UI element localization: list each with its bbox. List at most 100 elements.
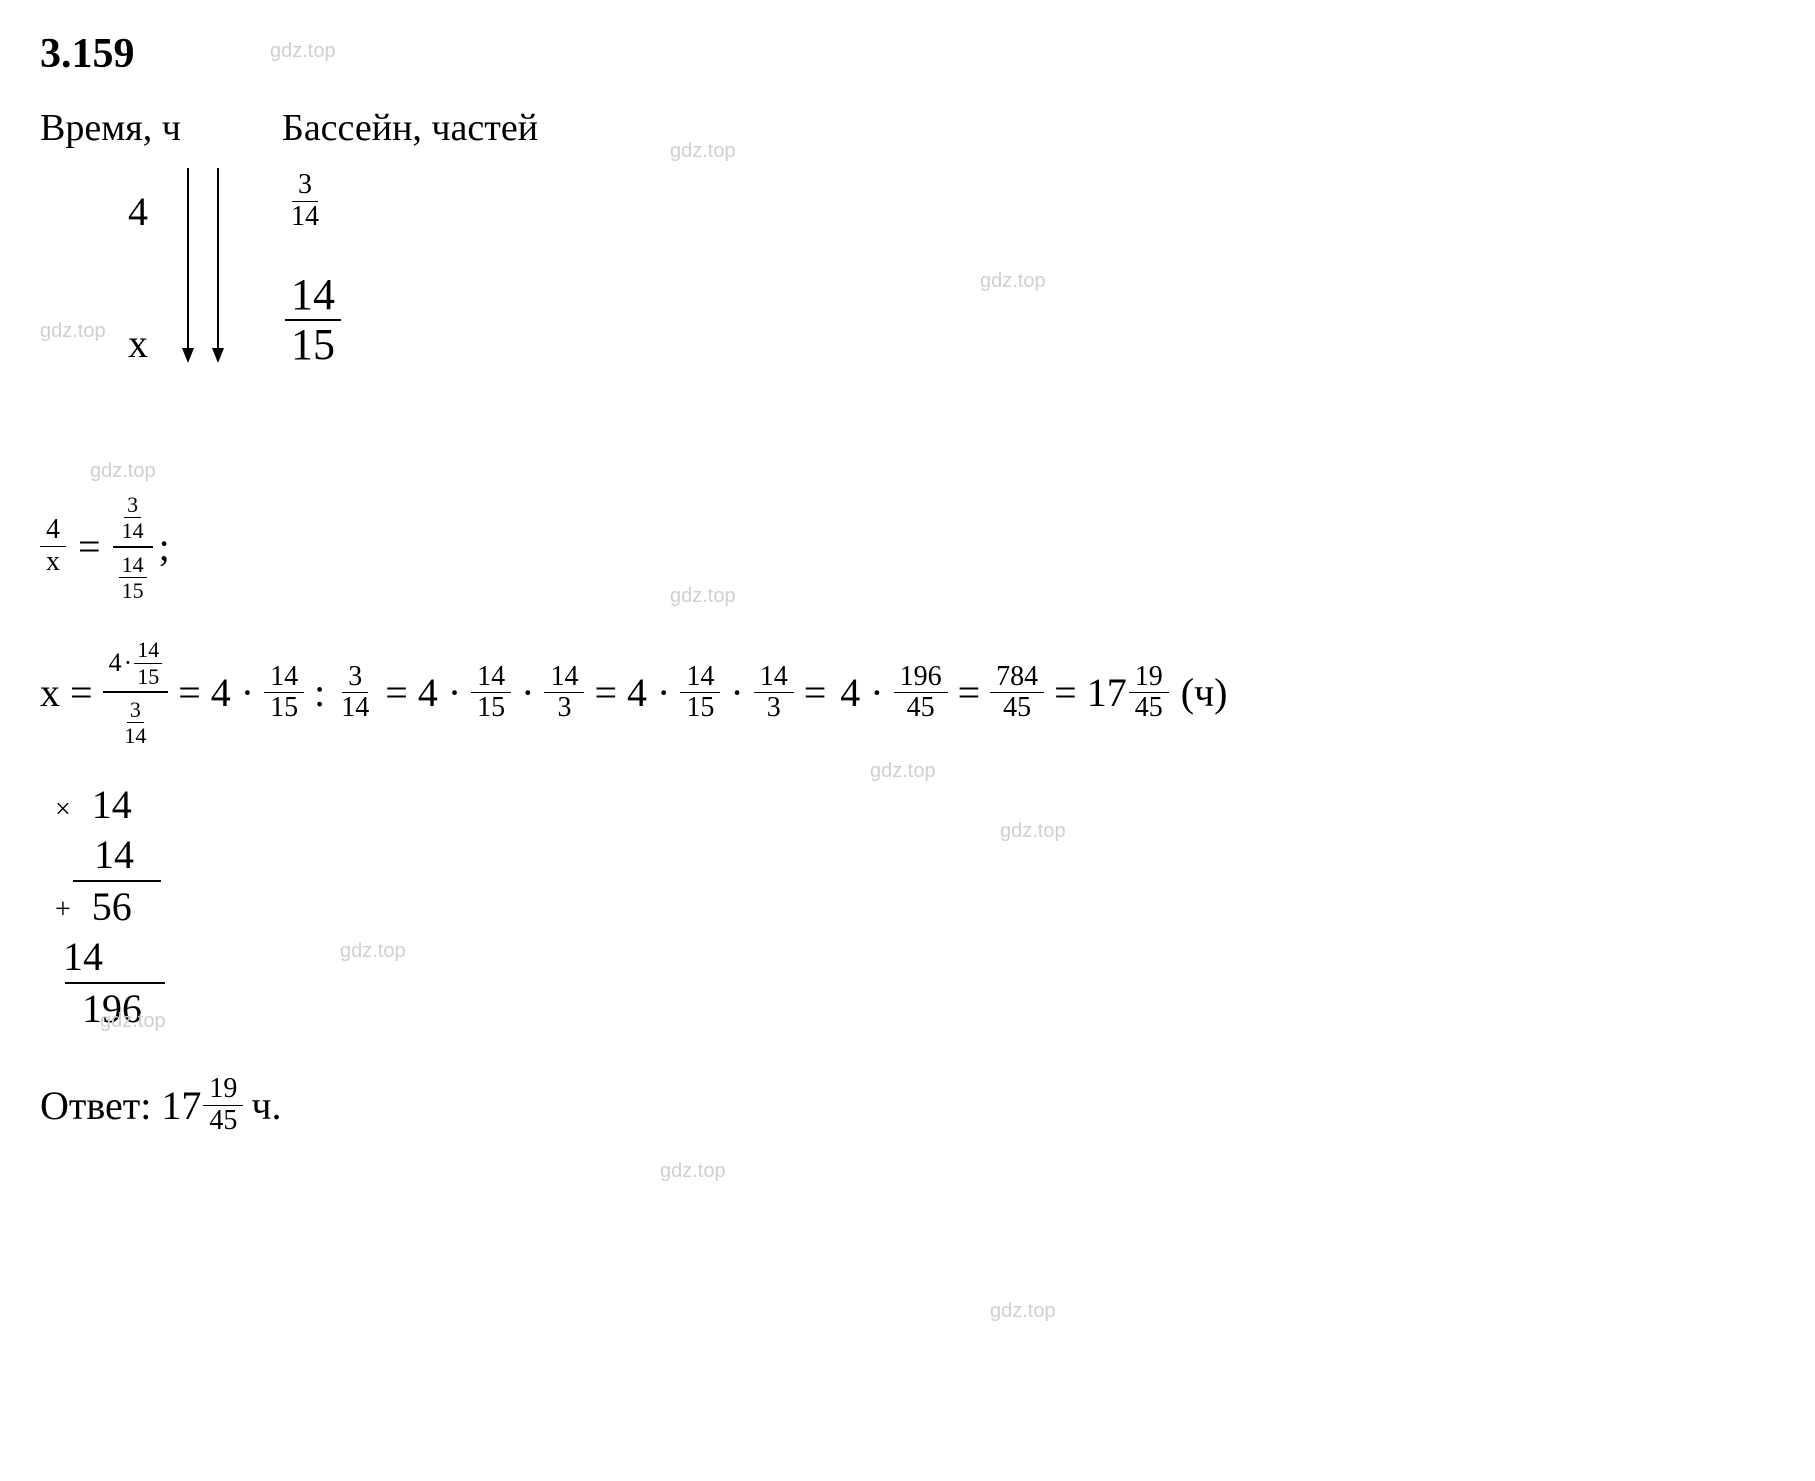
answer-unit: ч. bbox=[251, 1082, 281, 1129]
step4-fraction1: 14 15 bbox=[680, 662, 720, 725]
fraction-denominator: 14 bbox=[121, 723, 149, 748]
time-value-2: x bbox=[40, 320, 160, 367]
solution-equation: x = 4 · 14 15 3 14 = 4 · 14 15 : 3 14 = … bbox=[40, 635, 1775, 750]
header-time: Время, ч bbox=[40, 106, 210, 150]
fraction-numerator: 3 bbox=[342, 662, 368, 694]
rhs-den-fraction: 14 15 bbox=[119, 552, 147, 604]
step3-fraction2: 14 3 bbox=[544, 662, 584, 725]
equals-sign: = bbox=[385, 669, 408, 716]
multiply-sign: × bbox=[55, 792, 71, 827]
semicolon: ; bbox=[159, 523, 170, 570]
whole-number: 4 bbox=[109, 648, 122, 678]
multiply-dot: · bbox=[241, 669, 254, 716]
mixed-fraction-part: 19 45 bbox=[1129, 662, 1169, 725]
step1-fraction: 4 · 14 15 3 14 bbox=[103, 635, 169, 750]
fraction-numerator: 3 bbox=[124, 492, 141, 518]
equals-sign: = bbox=[594, 669, 617, 716]
fraction-denominator: 14 bbox=[335, 693, 375, 724]
fraction-numerator: 14 bbox=[134, 637, 162, 663]
multiply-dot: · bbox=[448, 669, 461, 716]
fraction-numerator: 19 bbox=[203, 1074, 243, 1106]
whole-number: 4 bbox=[418, 669, 438, 716]
fraction-denominator: 15 bbox=[285, 321, 341, 369]
answer-label: Ответ: bbox=[40, 1082, 151, 1129]
fraction-denominator: 3 bbox=[551, 693, 577, 724]
multiply-dot: · bbox=[870, 669, 883, 716]
pool-fraction-2: 14 15 bbox=[285, 271, 341, 370]
fraction-numerator: 14 bbox=[285, 271, 341, 321]
inner-fraction: 14 15 bbox=[134, 637, 162, 689]
rhs-num-fraction: 3 14 bbox=[119, 492, 147, 544]
table-headers: Время, ч Бассейн, частей bbox=[40, 106, 1775, 150]
mult-result: 196 bbox=[67, 984, 142, 1034]
fraction-denominator: x bbox=[40, 547, 66, 578]
fraction-denominator: 15 bbox=[134, 664, 162, 689]
problem-number: 3.159 bbox=[40, 30, 1775, 78]
watermark-text: gdz.top bbox=[990, 1300, 1056, 1323]
mult-operand1: 14 bbox=[77, 780, 132, 830]
fraction-numerator: 14 bbox=[544, 662, 584, 694]
fraction-numerator: 3 bbox=[127, 697, 144, 723]
unit-hours: (ч) bbox=[1181, 669, 1228, 716]
pool-fraction-1: 3 14 bbox=[285, 170, 325, 233]
fraction-numerator: 14 bbox=[680, 662, 720, 694]
step6-fraction: 784 45 bbox=[990, 662, 1044, 725]
fraction-numerator: 196 bbox=[894, 662, 948, 694]
mult-operand2: 14 bbox=[79, 830, 134, 880]
answer-line: Ответ: 17 19 45 ч. bbox=[40, 1074, 1775, 1137]
column-multiplication: × 14 14 + 56 14 196 bbox=[55, 780, 1775, 1034]
equals-sign: = bbox=[958, 669, 981, 716]
equals-sign: = bbox=[804, 669, 827, 716]
multiply-dot: · bbox=[521, 669, 534, 716]
header-pool: Бассейн, частей bbox=[282, 106, 538, 150]
plus-sign: + bbox=[55, 892, 71, 927]
rhs-complex-fraction: 3 14 14 15 bbox=[113, 488, 153, 605]
fraction-denominator: 45 bbox=[997, 693, 1037, 724]
whole-number: 4 bbox=[627, 669, 647, 716]
fraction-denominator: 14 bbox=[119, 518, 147, 543]
x-variable: x bbox=[40, 669, 60, 716]
watermark-text: gdz.top bbox=[90, 460, 156, 483]
whole-number: 4 bbox=[840, 669, 860, 716]
fraction-denominator: 45 bbox=[203, 1106, 243, 1137]
mult-partial2: 14 bbox=[63, 932, 118, 982]
fraction-denominator: 15 bbox=[471, 693, 511, 724]
fraction-denominator: 15 bbox=[119, 578, 147, 603]
answer-value: 17 19 45 bbox=[161, 1074, 243, 1137]
step2-fraction2: 3 14 bbox=[335, 662, 375, 725]
multiply-dot: · bbox=[730, 669, 743, 716]
fraction-denominator: 45 bbox=[901, 693, 941, 724]
fraction-denominator: 15 bbox=[264, 693, 304, 724]
step5-fraction: 196 45 bbox=[894, 662, 948, 725]
down-arrow-icon bbox=[179, 168, 197, 363]
pool-column: 3 14 14 15 bbox=[285, 158, 341, 369]
fraction-numerator: 3 bbox=[292, 170, 318, 202]
down-arrow-icon bbox=[209, 168, 227, 363]
result-mixed-fraction: 17 19 45 bbox=[1087, 662, 1169, 725]
fraction-denominator: 14 bbox=[285, 202, 325, 233]
step4-fraction2: 14 3 bbox=[754, 662, 794, 725]
arrows-block bbox=[160, 168, 245, 363]
time-value-1: 4 bbox=[40, 188, 160, 235]
mixed-whole: 17 bbox=[1087, 669, 1127, 716]
equals-sign: = bbox=[1054, 669, 1077, 716]
fraction-denominator: 15 bbox=[680, 693, 720, 724]
equals-sign: = bbox=[78, 523, 101, 570]
inner-fraction: 3 14 bbox=[121, 697, 149, 749]
whole-number: 4 bbox=[211, 669, 231, 716]
fraction-numerator: 784 bbox=[990, 662, 1044, 694]
answer-fraction: 19 45 bbox=[203, 1074, 243, 1137]
fraction-numerator: 14 bbox=[264, 662, 304, 694]
proportion-equation: 4 x = 3 14 14 15 ; bbox=[40, 488, 1775, 605]
multiply-dot: · bbox=[657, 669, 670, 716]
step3-fraction1: 14 15 bbox=[471, 662, 511, 725]
mult-partial1: 56 bbox=[77, 882, 132, 932]
table-section: 4 x 3 14 14 15 bbox=[40, 158, 1775, 418]
mixed-whole: 17 bbox=[161, 1082, 201, 1129]
step2-fraction1: 14 15 bbox=[264, 662, 304, 725]
equals-sign: = bbox=[178, 669, 201, 716]
watermark-text: gdz.top bbox=[660, 1160, 726, 1183]
lhs-fraction: 4 x bbox=[40, 515, 66, 578]
fraction-denominator: 45 bbox=[1129, 693, 1169, 724]
fraction-denominator: 3 bbox=[761, 693, 787, 724]
